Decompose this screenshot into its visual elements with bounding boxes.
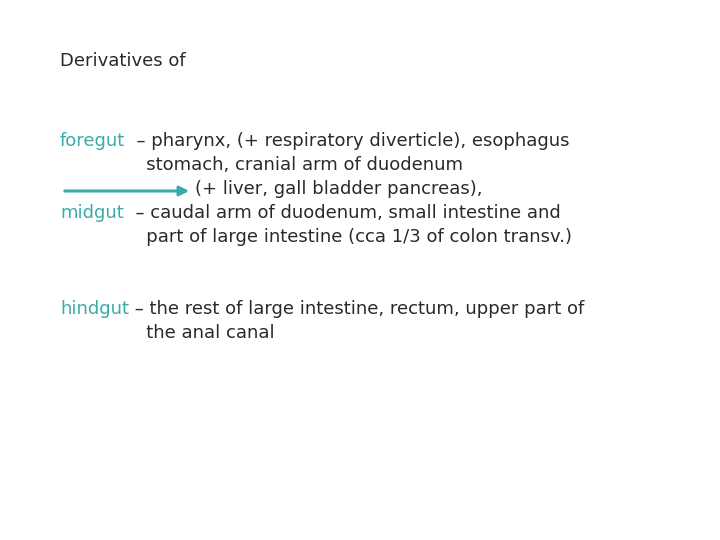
Text: midgut: midgut: [60, 204, 124, 222]
Text: – pharynx, (+ respiratory diverticle), esophagus: – pharynx, (+ respiratory diverticle), e…: [125, 132, 570, 150]
Text: stomach, cranial arm of duodenum: stomach, cranial arm of duodenum: [60, 156, 463, 174]
Text: Derivatives of: Derivatives of: [60, 52, 186, 70]
Text: – caudal arm of duodenum, small intestine and: – caudal arm of duodenum, small intestin…: [124, 204, 560, 222]
Text: hindgut: hindgut: [60, 300, 129, 318]
Text: – the rest of large intestine, rectum, upper part of: – the rest of large intestine, rectum, u…: [129, 300, 584, 318]
Text: the anal canal: the anal canal: [60, 324, 274, 342]
Text: foregut: foregut: [60, 132, 125, 150]
Text: part of large intestine (cca 1/3 of colon transv.): part of large intestine (cca 1/3 of colo…: [60, 228, 572, 246]
Text: (+ liver, gall bladder pancreas),: (+ liver, gall bladder pancreas),: [195, 180, 482, 198]
